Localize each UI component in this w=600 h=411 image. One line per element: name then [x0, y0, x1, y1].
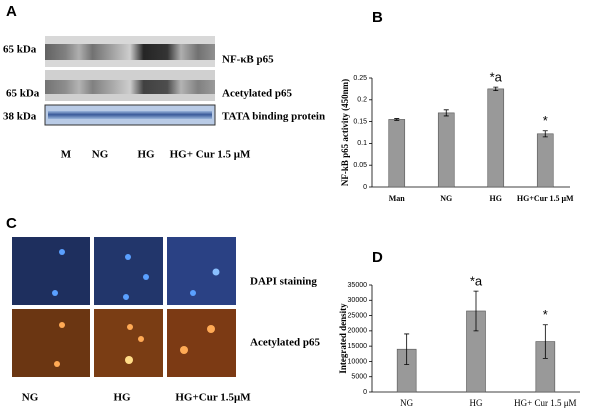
panel-label: D [372, 249, 383, 266]
column-label: HG+Cur 1.5μM [175, 392, 251, 404]
micrograph [12, 237, 90, 305]
annotation: *a [470, 274, 483, 289]
x-tick-label: HG [470, 398, 483, 408]
y-tick-label: 0.1 [357, 140, 367, 147]
nucleus [212, 268, 220, 276]
y-axis-label: NF-kB p65 activity (450nm) [340, 79, 350, 186]
y-tick-label: 10000 [348, 358, 368, 365]
y-tick-label: 0.15 [353, 118, 367, 125]
row-label: TATA binding protein [222, 111, 325, 123]
cell [138, 336, 144, 342]
blot-band [48, 111, 212, 119]
cell [59, 322, 65, 328]
x-tick-label: HG+ Cur 1.5 μM [514, 398, 576, 408]
x-tick-label: HG+Cur 1.5 μM [517, 194, 574, 203]
blot-band [45, 44, 215, 60]
y-tick-label: 15000 [348, 343, 368, 350]
y-tick-label: 20000 [348, 328, 368, 335]
cell [125, 356, 133, 364]
cell [207, 325, 215, 333]
panel-label: C [6, 215, 17, 232]
micrograph [167, 309, 236, 377]
error-bar [473, 290, 479, 332]
nucleus [125, 254, 131, 260]
row-label: Acetylated p65 [222, 88, 292, 100]
x-tick-label: NG [440, 194, 452, 203]
panel-label: B [372, 9, 383, 26]
lane-label: M [61, 149, 72, 161]
lane-label: HG+ Cur 1.5 μM [170, 149, 251, 161]
column-label: HG [113, 392, 131, 404]
micrograph [94, 237, 163, 305]
nucleus [52, 290, 58, 296]
lane-label: HG [137, 149, 155, 161]
error-bar [493, 86, 499, 92]
bar [536, 133, 554, 188]
x-tick-label: Man [389, 194, 406, 203]
nucleus [59, 249, 65, 255]
row-label: DAPI staining [250, 276, 317, 288]
blot-band [45, 80, 215, 94]
cell [54, 361, 60, 367]
y-tick-label: 0 [363, 389, 367, 396]
error-bar [394, 118, 400, 121]
error-bar [443, 109, 449, 117]
nucleus [123, 294, 129, 300]
micrograph [167, 237, 236, 305]
error-bar [404, 333, 410, 365]
y-axis-label: Integrated density [338, 303, 348, 374]
cell [127, 324, 133, 330]
y-tick-label: 30000 [348, 297, 368, 304]
y-tick-label: 0 [363, 184, 367, 191]
row-size: 38 kDa [3, 111, 37, 123]
error-bar [542, 130, 548, 138]
y-tick-label: 0.2 [357, 97, 367, 104]
annotation: *a [490, 70, 503, 85]
annotation: * [543, 113, 548, 128]
micrograph [94, 309, 163, 377]
lane-label: NG [92, 149, 109, 161]
x-tick-label: HG [490, 194, 502, 203]
cell [180, 346, 188, 354]
panel-label: A [6, 3, 17, 20]
micrograph [12, 309, 90, 377]
row-size: 65 kDa [3, 44, 37, 56]
nucleus [143, 274, 149, 280]
nucleus [190, 290, 196, 296]
error-bar [542, 324, 548, 359]
column-label: NG [22, 392, 39, 404]
y-tick-label: 0.25 [353, 75, 367, 82]
row-label: NF-κB p65 [222, 54, 274, 66]
annotation: * [543, 307, 548, 322]
y-tick-label: 35000 [348, 282, 368, 289]
bar [388, 119, 406, 188]
row-label: Acetylated p65 [250, 337, 320, 349]
bar [437, 112, 455, 188]
bar [487, 88, 505, 188]
y-tick-label: 0.05 [353, 162, 367, 169]
y-tick-label: 25000 [348, 312, 368, 319]
row-size: 65 kDa [6, 88, 40, 100]
y-tick-label: 5000 [351, 374, 367, 381]
x-tick-label: NG [400, 398, 413, 408]
